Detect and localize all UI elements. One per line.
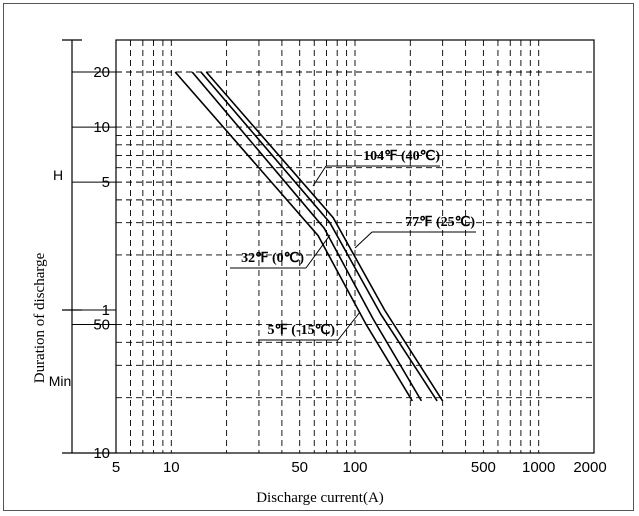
y-tick-label: 10: [93, 119, 110, 136]
label-leader-line: [337, 311, 361, 341]
x-tick-label: 500: [471, 459, 496, 476]
y-unit-minutes: Min: [49, 373, 72, 389]
curve-label: 5℉ (-15℃): [267, 323, 335, 338]
y-tick-label: 5: [102, 174, 110, 191]
vertical-gridlines: [130, 40, 540, 453]
y-tick-label: 1: [102, 302, 110, 319]
y-tick-label: 20: [93, 64, 110, 81]
x-tick-label: 10: [163, 459, 180, 476]
x-tick-label: 5: [112, 459, 120, 476]
y-axis: 20 10 5 150 10 H Min: [49, 39, 116, 462]
series-line: [191, 71, 423, 402]
curve-label: 104℉ (40℃): [363, 149, 440, 164]
y-tick-label: 10: [93, 445, 110, 462]
y-unit-hours: H: [53, 167, 63, 183]
curve-label: 32℉ (0℃): [241, 251, 304, 266]
y-tick-label: 50: [93, 317, 110, 334]
y-axis-label: Duration of discharge: [32, 252, 48, 383]
discharge-curves: [174, 71, 444, 402]
plot-area-border: [115, 39, 595, 454]
x-tick-label: 50: [291, 459, 308, 476]
curve-labels: 104℉ (40℃) 77℉ (25℃) 32℉ (0℃) 5℉ (-15℃): [230, 149, 476, 341]
series-line: [205, 71, 444, 402]
series-line: [174, 71, 413, 402]
label-leader-line: [354, 231, 373, 249]
chart-frame: [3, 3, 634, 511]
x-tick-label: 2000: [573, 459, 606, 476]
x-tick-label: 100: [342, 459, 367, 476]
label-leader-line: [305, 234, 331, 269]
series-line: [200, 71, 438, 402]
x-axis-label: Discharge current(A): [256, 490, 384, 506]
x-axis: 5 10 50 100 500 1000 2000: [112, 459, 607, 476]
label-leader-line: [312, 165, 327, 187]
x-tick-label: 1000: [522, 459, 555, 476]
curve-label: 77℉ (25℃): [405, 215, 475, 230]
